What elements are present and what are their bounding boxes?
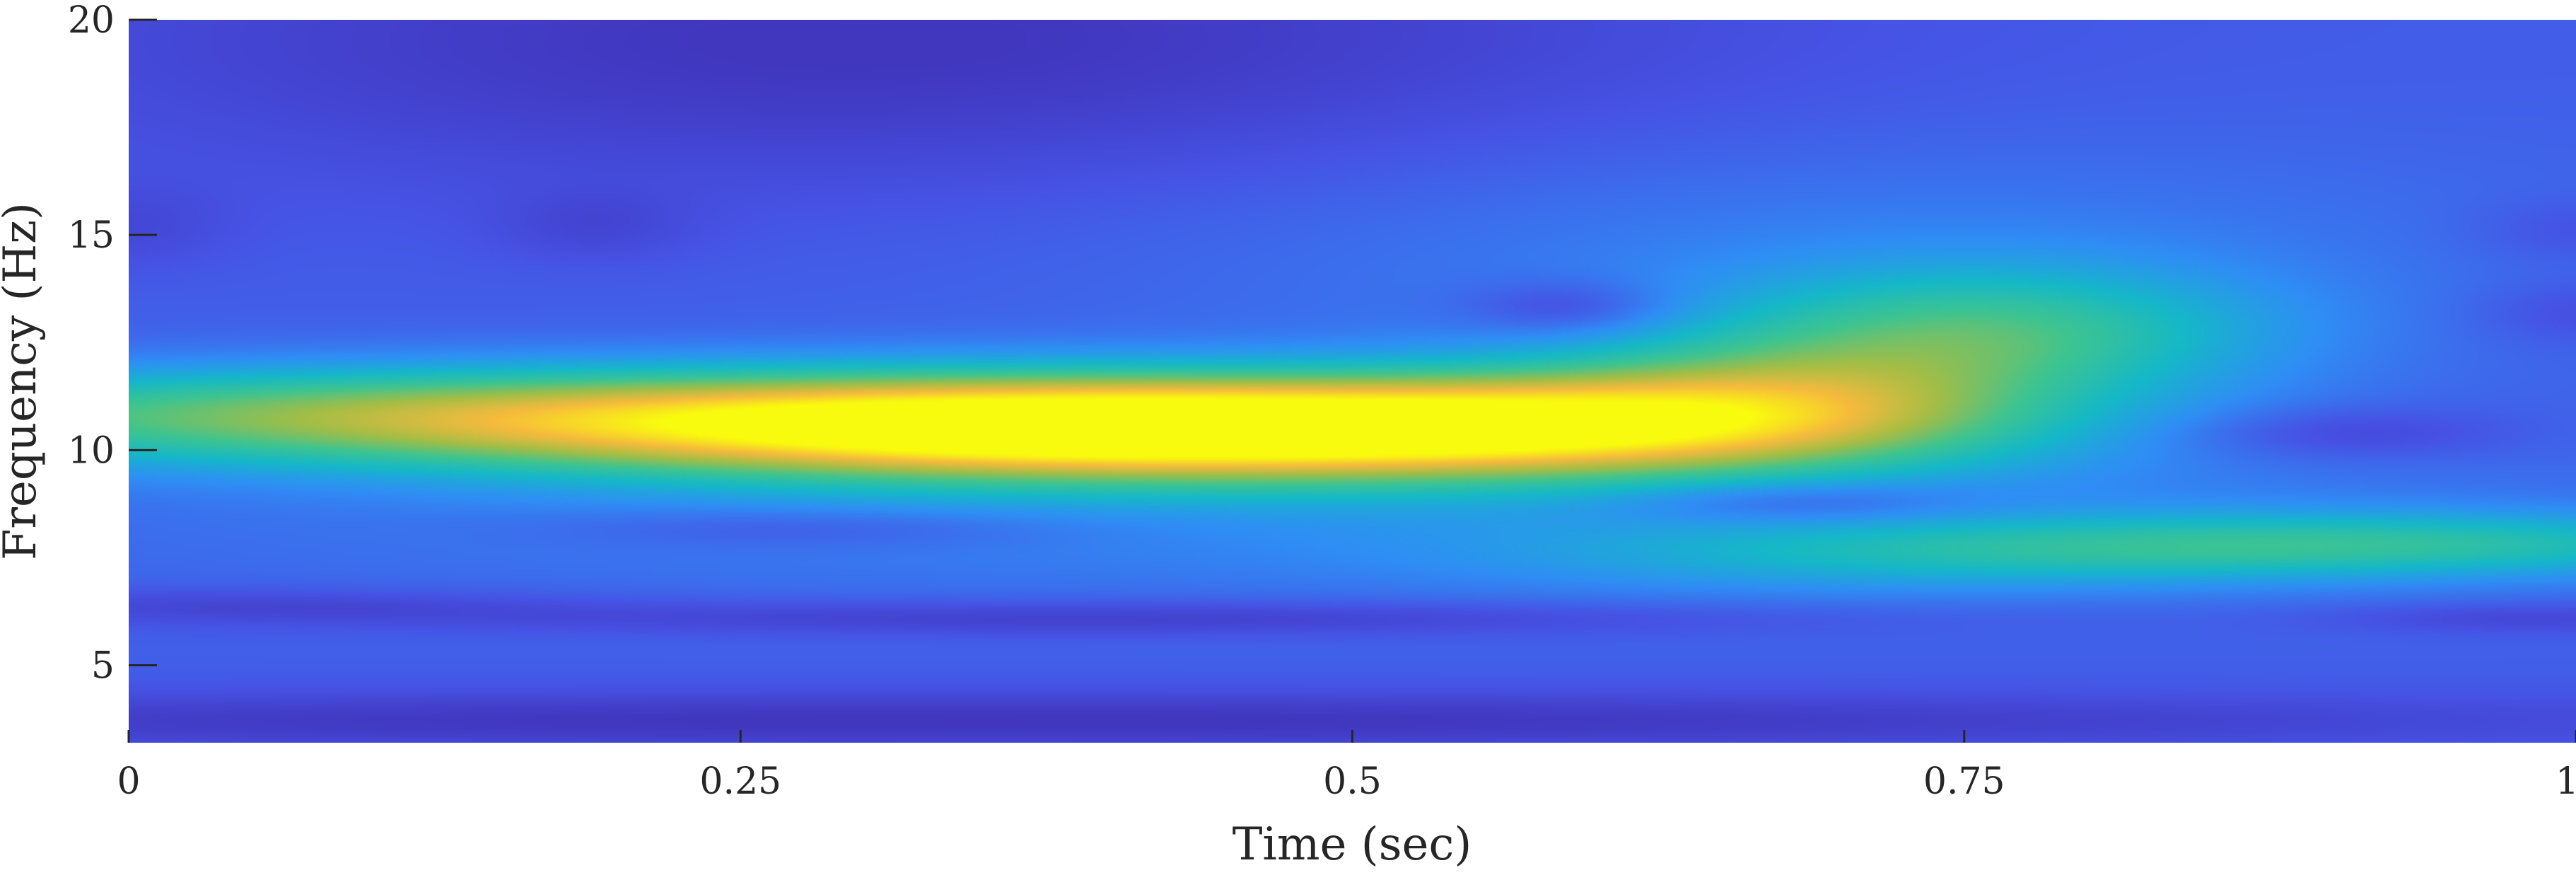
x-tick-label: 0.75 [1923, 760, 2005, 803]
x-axis-ticks: 0 0.25 0.5 0.75 1 [117, 730, 2576, 803]
y-tick-label: 20 [68, 0, 115, 42]
x-axis-title: Time (sec) [1232, 818, 1472, 871]
y-tick-label: 15 [68, 214, 115, 257]
y-tick-label: 10 [68, 429, 115, 472]
x-tick-label: 0 [117, 760, 140, 803]
x-tick-label: 0.25 [699, 760, 781, 803]
heatmap-plot-area [129, 20, 2576, 743]
y-axis-title: Frequency (Hz) [0, 202, 47, 560]
x-tick-label: 1 [2555, 760, 2576, 803]
y-axis-ticks: 5 10 15 20 [68, 0, 157, 688]
time-frequency-heatmap [129, 20, 2576, 743]
x-tick-label: 0.5 [1323, 760, 1382, 803]
y-tick-label: 5 [91, 645, 115, 688]
